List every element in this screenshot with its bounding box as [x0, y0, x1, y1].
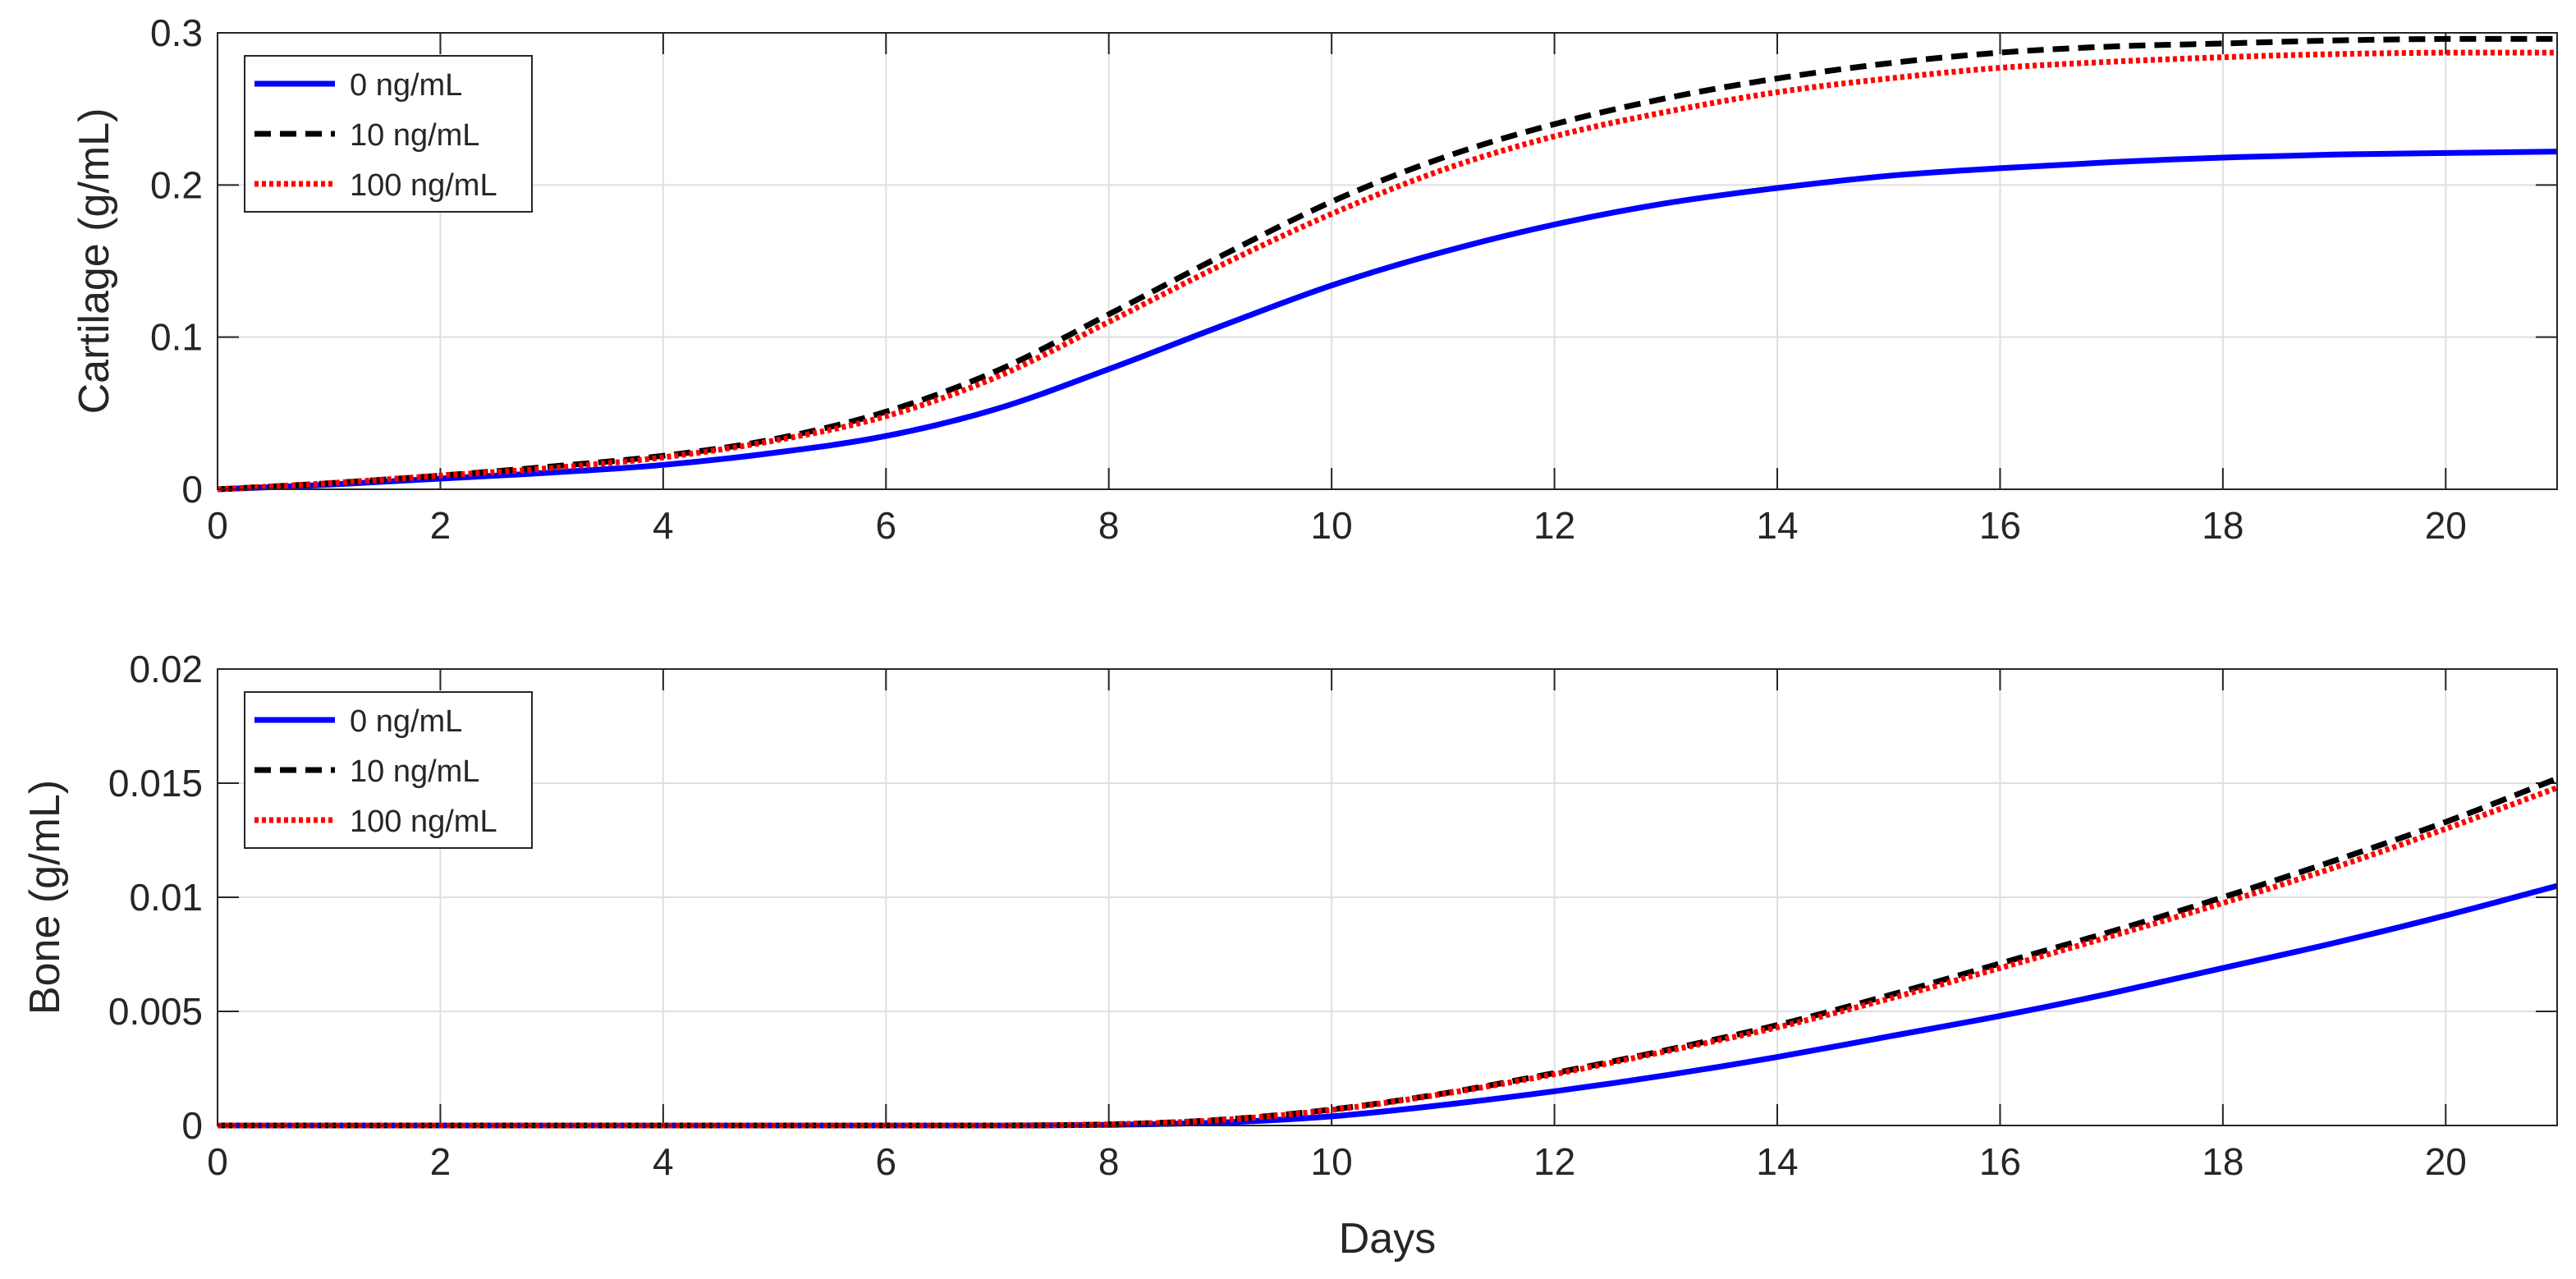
legend: 0 ng/mL 10 ng/mL 100 ng/mL: [244, 55, 533, 213]
bone-panel: 0 2 4 6 8 10 12 14 16 18 20 0 0.005 0.01 0.015 0.02 Bo…: [21, 648, 2559, 1263]
y-tick-labels: 0 0.005 0.01 0.015 0.02: [108, 648, 203, 1147]
x-tick-label: 20: [2425, 504, 2467, 547]
legend-label: 100 ng/mL: [350, 168, 497, 203]
legend: 0 ng/mL 10 ng/mL 100 ng/mL: [244, 691, 533, 849]
x-tick-label: 12: [1533, 1140, 1575, 1183]
x-tick-label: 14: [1756, 504, 1798, 547]
x-tick-label: 12: [1533, 504, 1575, 547]
legend-label: 0 ng/mL: [350, 68, 462, 103]
series-line: [217, 49, 2557, 493]
x-tick-label: 6: [875, 1140, 896, 1183]
x-tick-label: 4: [653, 1140, 674, 1183]
y-tick-label: 0.005: [108, 990, 203, 1033]
x-tick-label: 2: [430, 504, 451, 547]
y-tick-label: 0.015: [108, 762, 203, 805]
x-tick-label: 10: [1311, 1140, 1353, 1183]
y-axis-label: Bone (g/mL): [21, 780, 69, 1015]
x-tick-label: 8: [1098, 504, 1120, 547]
y-tick-label: 0: [181, 1104, 203, 1147]
y-tick-label: 0.3: [150, 11, 203, 54]
x-tick-label: 18: [2202, 504, 2244, 547]
x-tick-label: 10: [1311, 504, 1353, 547]
series-line: [217, 785, 2559, 1129]
x-tick-label: 18: [2202, 1140, 2244, 1183]
legend-label: 100 ng/mL: [350, 805, 497, 839]
y-axis-label: Cartilage (g/mL): [71, 108, 118, 415]
plot-area-frame: [217, 668, 2558, 1126]
legend-label: 10 ng/mL: [350, 754, 479, 789]
series-line: [217, 149, 2558, 493]
legend-label: 0 ng/mL: [350, 704, 462, 739]
x-tick-label: 2: [430, 1140, 451, 1183]
x-tick-label: 20: [2425, 1140, 2467, 1183]
x-tick-label: 0: [207, 504, 228, 547]
y-tick-label: 0.01: [129, 876, 203, 919]
plot-area-background: [218, 33, 2557, 489]
plot-area-frame: [217, 32, 2558, 490]
x-tick-label: 16: [1979, 1140, 2021, 1183]
cartilage-panel: 0 2 4 6 8 10 12 14 16 18 20 0 0.1 0.2 0.3 Cartilage (…: [71, 11, 2558, 547]
x-tick-labels: 0 2 4 6 8 10 12 14 16 18 20: [207, 504, 2467, 547]
x-tick-labels: 0 2 4 6 8 10 12 14 16 18 20: [207, 1140, 2467, 1183]
series-line: [217, 35, 2557, 493]
y-tick-label: 0.2: [150, 163, 203, 206]
x-tick-label: 8: [1098, 1140, 1120, 1183]
data-lines: [217, 35, 2558, 493]
y-tick-label: 0: [181, 468, 203, 511]
x-axis-label: Days: [1339, 1215, 1436, 1263]
y-tick-labels: 0 0.1 0.2 0.3: [150, 11, 203, 511]
x-tick-label: 14: [1756, 1140, 1798, 1183]
y-tick-label: 0.1: [150, 316, 203, 359]
x-tick-label: 16: [1979, 504, 2021, 547]
x-tick-label: 6: [875, 504, 896, 547]
x-tick-label: 0: [207, 1140, 228, 1183]
x-tick-label: 4: [653, 504, 674, 547]
y-tick-label: 0.02: [129, 648, 203, 690]
legend-label: 10 ng/mL: [350, 118, 479, 153]
